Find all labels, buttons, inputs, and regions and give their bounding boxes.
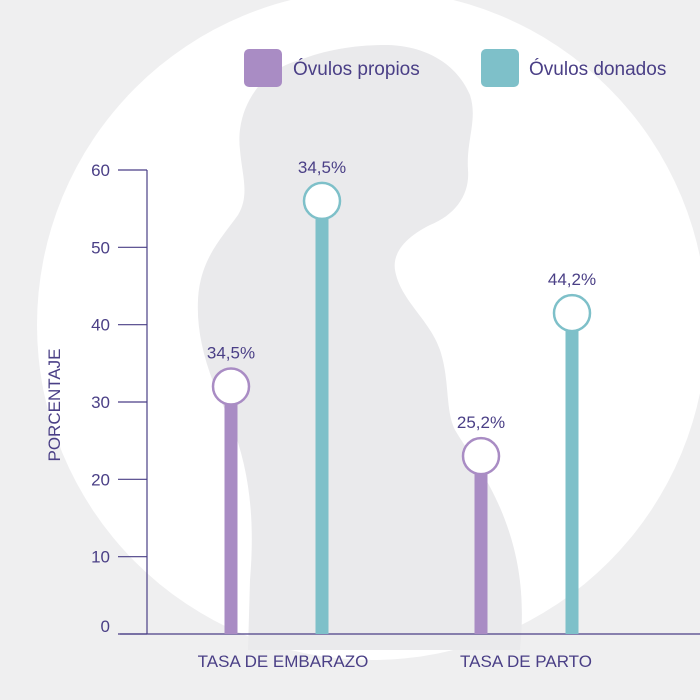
woman-silhouette-icon xyxy=(197,45,522,650)
data-label: 44,2% xyxy=(548,270,596,289)
data-label: 34,5% xyxy=(207,344,255,363)
bar xyxy=(565,313,579,634)
y-tick-label: 60 xyxy=(91,161,110,180)
data-label: 34,5% xyxy=(298,158,346,177)
legend-label-donated: Óvulos donados xyxy=(529,58,666,80)
y-tick-label: 20 xyxy=(91,470,110,489)
y-tick-label: 50 xyxy=(91,238,110,257)
y-tick-label: 40 xyxy=(91,316,110,335)
bar-marker xyxy=(552,293,592,333)
y-ticks: 0 10 20 30 40 50 60 xyxy=(91,161,147,636)
bar xyxy=(224,386,238,634)
bars: 34,5% 25,2% 34,5% 44,2% xyxy=(207,158,596,634)
y-tick-label: 0 xyxy=(101,617,110,636)
y-tick-label: 30 xyxy=(91,393,110,412)
legend-swatch-donated xyxy=(481,49,519,87)
y-axis-label: PORCENTAJE xyxy=(45,348,64,461)
bar-marker xyxy=(461,436,501,476)
legend: Óvulos propios Óvulos donados xyxy=(244,49,666,87)
legend-label-own: Óvulos propios xyxy=(293,58,420,80)
bar-marker xyxy=(302,181,342,221)
x-tick-label: TASA DE EMBARAZO xyxy=(198,652,369,671)
bar-marker xyxy=(211,367,251,406)
bar xyxy=(474,456,488,634)
bar xyxy=(315,200,329,634)
x-tick-label: TASA DE PARTO xyxy=(460,652,592,671)
y-tick-label: 10 xyxy=(91,548,110,567)
data-label: 25,2% xyxy=(457,413,505,432)
legend-swatch-own xyxy=(244,49,282,87)
